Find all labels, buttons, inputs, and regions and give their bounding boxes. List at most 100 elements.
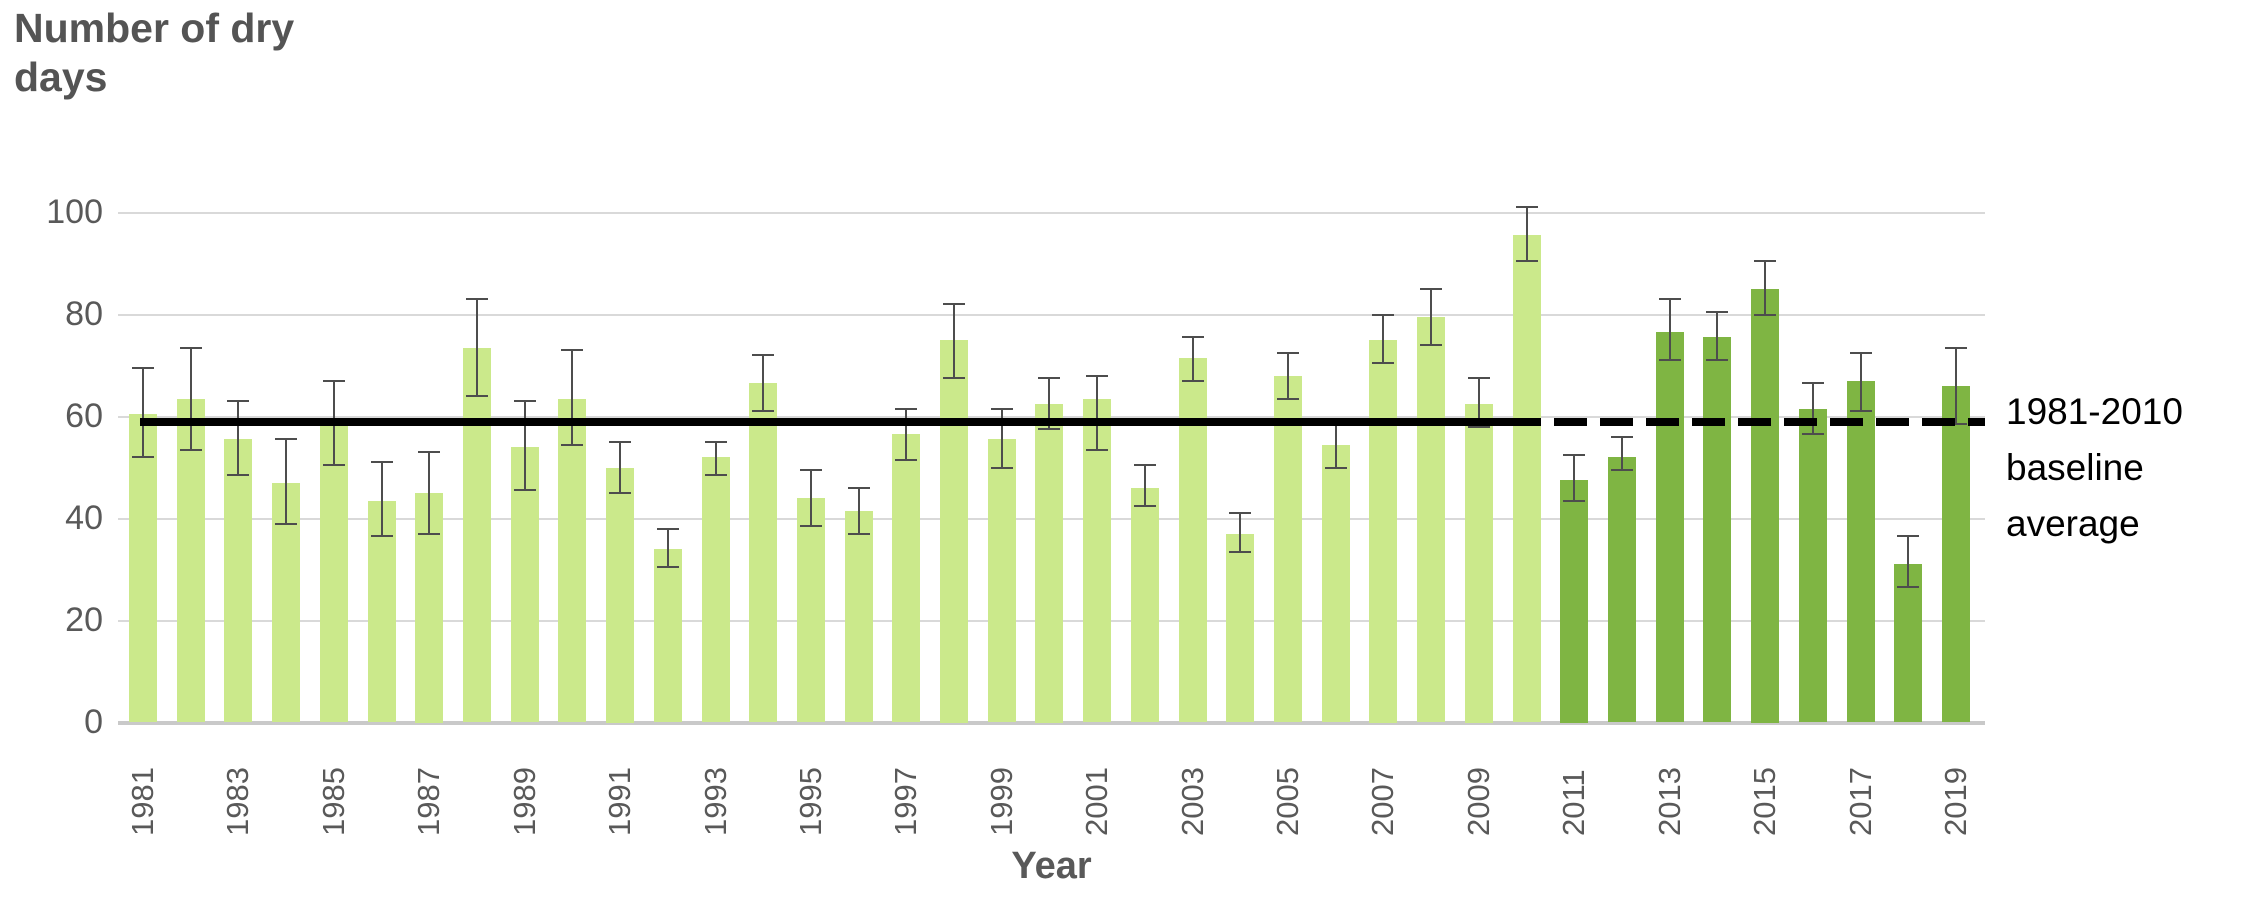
error-cap-bottom-1982 <box>179 448 202 451</box>
y-tick-label-40: 40 <box>65 498 103 537</box>
error-cap-top-2018 <box>1897 535 1920 538</box>
error-bar-2003 <box>1191 337 1194 381</box>
error-bar-1989 <box>523 401 526 491</box>
bar-2009 <box>1464 403 1493 723</box>
error-cap-bottom-1986 <box>370 535 393 538</box>
error-cap-top-1990 <box>561 349 584 352</box>
x-tick-label-2015: 2015 <box>1747 767 1783 836</box>
baseline-line-dashed <box>1553 417 1985 426</box>
bar-2019 <box>1941 385 1970 723</box>
x-tick-label-2019: 2019 <box>1937 767 1973 836</box>
bar-1990 <box>558 398 587 723</box>
error-cap-top-2015 <box>1754 259 1777 262</box>
error-bar-2014 <box>1716 311 1719 361</box>
error-bar-2002 <box>1143 464 1146 506</box>
error-cap-bottom-1996 <box>847 532 870 535</box>
error-bar-2017 <box>1859 352 1862 412</box>
error-cap-top-1987 <box>418 451 441 454</box>
x-tick-label-2003: 2003 <box>1174 767 1210 836</box>
error-cap-bottom-2007 <box>1372 361 1395 364</box>
error-bar-1990 <box>571 350 574 445</box>
bar-2016 <box>1798 408 1827 723</box>
error-bar-2005 <box>1287 352 1290 399</box>
bar-2014 <box>1703 337 1732 723</box>
error-cap-bottom-1991 <box>609 492 632 494</box>
error-cap-bottom-2003 <box>1181 379 1204 382</box>
error-cap-bottom-2012 <box>1611 469 1633 472</box>
error-bar-2007 <box>1382 314 1385 363</box>
error-bar-2018 <box>1907 536 1910 588</box>
error-cap-top-2001 <box>1086 374 1109 377</box>
bar-2001 <box>1083 398 1112 723</box>
error-bar-1984 <box>285 439 288 524</box>
gridline-80 <box>118 313 1985 316</box>
error-cap-bottom-1992 <box>656 565 679 568</box>
error-bar-1997 <box>905 408 908 460</box>
error-cap-top-1999 <box>990 407 1013 410</box>
x-tick-label-1989: 1989 <box>506 767 542 836</box>
error-cap-top-1988 <box>465 298 488 301</box>
error-cap-bottom-1993 <box>704 474 727 477</box>
error-cap-bottom-1995 <box>799 525 822 528</box>
error-bar-2012 <box>1621 436 1623 471</box>
error-cap-bottom-2018 <box>1897 586 1920 589</box>
bar-1996 <box>844 510 873 723</box>
error-bar-1983 <box>237 401 240 476</box>
error-bar-1995 <box>809 470 812 527</box>
error-cap-top-2009 <box>1467 377 1490 380</box>
error-bar-1992 <box>666 528 669 567</box>
bar-1999 <box>987 439 1016 723</box>
bar-2013 <box>1655 332 1684 723</box>
error-cap-bottom-2017 <box>1849 410 1872 413</box>
bar-2007 <box>1369 340 1398 723</box>
bar-2017 <box>1846 380 1875 723</box>
bar-2012 <box>1608 457 1636 723</box>
error-bar-1987 <box>428 452 431 534</box>
x-tick-label-1987: 1987 <box>411 767 447 836</box>
error-cap-bottom-1998 <box>943 377 966 380</box>
bar-2006 <box>1321 444 1350 723</box>
error-cap-bottom-1989 <box>513 489 536 492</box>
error-cap-top-1998 <box>943 303 966 306</box>
error-bar-1981 <box>142 368 144 458</box>
error-cap-top-2019 <box>1944 346 1967 349</box>
error-bar-2011 <box>1573 454 1576 501</box>
y-tick-label-80: 80 <box>65 294 103 333</box>
error-cap-top-1992 <box>656 527 679 530</box>
bar-1986 <box>367 500 396 723</box>
x-tick-label-2017: 2017 <box>1842 767 1878 836</box>
error-cap-bottom-2009 <box>1467 425 1490 428</box>
x-tick-label-1983: 1983 <box>220 767 256 836</box>
bar-1997 <box>892 434 921 723</box>
error-cap-top-2017 <box>1849 351 1872 354</box>
error-cap-bottom-1997 <box>895 458 918 461</box>
error-cap-bottom-2001 <box>1086 448 1109 451</box>
bar-1994 <box>749 383 778 723</box>
error-cap-top-2007 <box>1372 313 1395 316</box>
error-bar-1994 <box>762 355 765 412</box>
error-cap-top-2013 <box>1658 298 1681 301</box>
error-cap-top-1994 <box>752 354 775 357</box>
error-bar-2006 <box>1334 424 1337 468</box>
error-cap-top-2005 <box>1277 351 1300 354</box>
error-cap-top-1997 <box>895 407 918 410</box>
error-bar-1996 <box>857 487 860 534</box>
bar-1981 <box>129 413 157 723</box>
x-tick-label-2005: 2005 <box>1270 767 1306 836</box>
bar-2015 <box>1751 289 1780 723</box>
bar-1993 <box>701 457 730 723</box>
error-cap-bottom-2014 <box>1706 359 1729 362</box>
error-cap-bottom-1987 <box>418 532 441 535</box>
bar-2004 <box>1226 533 1255 723</box>
error-bar-2001 <box>1096 375 1099 450</box>
bar-1992 <box>653 549 682 723</box>
error-cap-bottom-1994 <box>752 410 775 413</box>
error-cap-top-1985 <box>322 379 345 382</box>
error-bar-1986 <box>380 462 383 537</box>
error-cap-top-1995 <box>799 469 822 472</box>
error-cap-bottom-2005 <box>1277 397 1300 400</box>
error-cap-top-2004 <box>1229 512 1252 515</box>
error-bar-1988 <box>475 299 478 397</box>
error-bar-2010 <box>1525 207 1528 261</box>
error-cap-bottom-2011 <box>1563 499 1586 502</box>
